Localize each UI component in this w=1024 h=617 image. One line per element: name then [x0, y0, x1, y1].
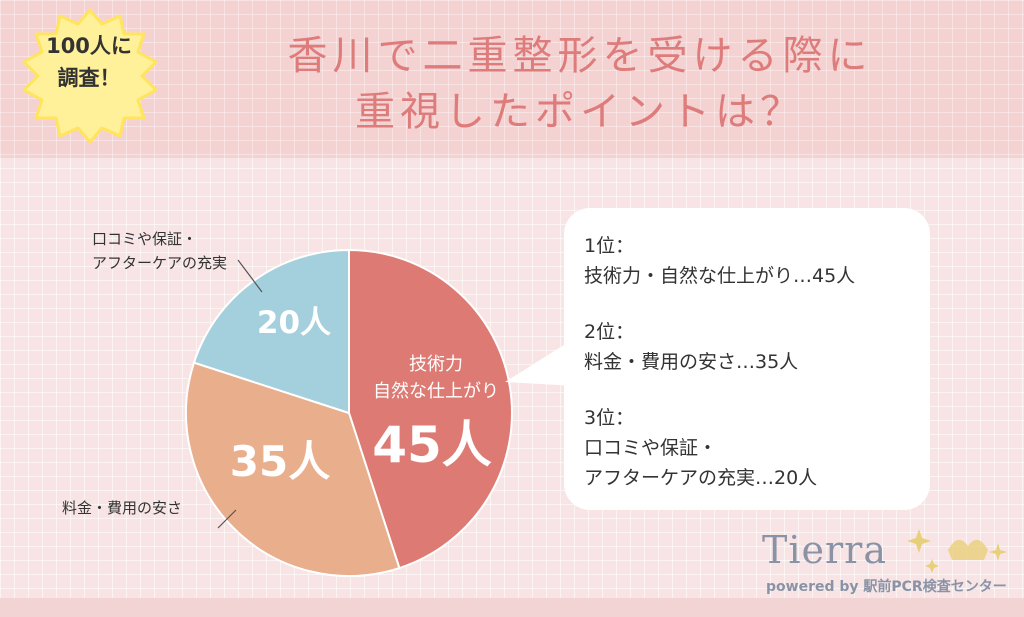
title-line-2: 重視したポイントは？	[355, 89, 805, 135]
rank-2-text: 料金・費用の安さ…35人	[584, 351, 799, 373]
badge-line-2: 調査！	[57, 66, 121, 90]
leader-line-slice-2	[217, 509, 237, 529]
rank-3-text-2: アフターケアの充実…20人	[584, 467, 818, 489]
slice-1-inner-label-2: 自然な仕上がり	[373, 381, 499, 402]
leader-line-slice-3	[237, 259, 263, 293]
header-band	[0, 0, 1024, 158]
footer-band	[0, 598, 1024, 617]
rank-1-heading: 1位：	[584, 235, 635, 257]
pie-slice-1	[348, 248, 513, 570]
slice-2-outer-label: 料金・費用の安さ	[62, 499, 182, 517]
badge-label: 100人に 調査！	[30, 30, 148, 94]
pie-slice-2	[185, 361, 401, 577]
rank-1-text: 技術力・自然な仕上がり…45人	[584, 265, 856, 287]
slice-3-outer-label-2: アフターケアの充実	[92, 254, 227, 272]
title-line-1: 香川で二重整形を受ける際に	[287, 33, 873, 79]
rank-2-heading: 2位：	[584, 321, 635, 343]
sparkle-decoration-icon	[907, 529, 1007, 573]
tierra-logo: Tierra	[762, 528, 887, 572]
slice-1-value-label: 45人	[372, 416, 492, 474]
slice-3-value-label: 20人	[257, 305, 331, 341]
slice-2-value-label: 35人	[230, 437, 330, 486]
badge-line-1: 100人に	[46, 34, 132, 58]
callout-tail	[505, 338, 575, 386]
tierra-logo-subtitle: powered by 駅前PCR検査センター	[766, 579, 1007, 595]
badge-starburst-icon	[22, 8, 158, 144]
rank-3-text-1: 口コミや保証・	[584, 437, 718, 459]
slice-3-outer-label-1: 口コミや保証・	[92, 230, 197, 248]
ranking-callout	[564, 208, 930, 510]
slice-1-inner-label-1: 技術力	[409, 354, 463, 375]
page-title: 香川で二重整形を受ける際に 重視したポイントは？	[200, 28, 960, 140]
rank-3-heading: 3位：	[584, 407, 635, 429]
